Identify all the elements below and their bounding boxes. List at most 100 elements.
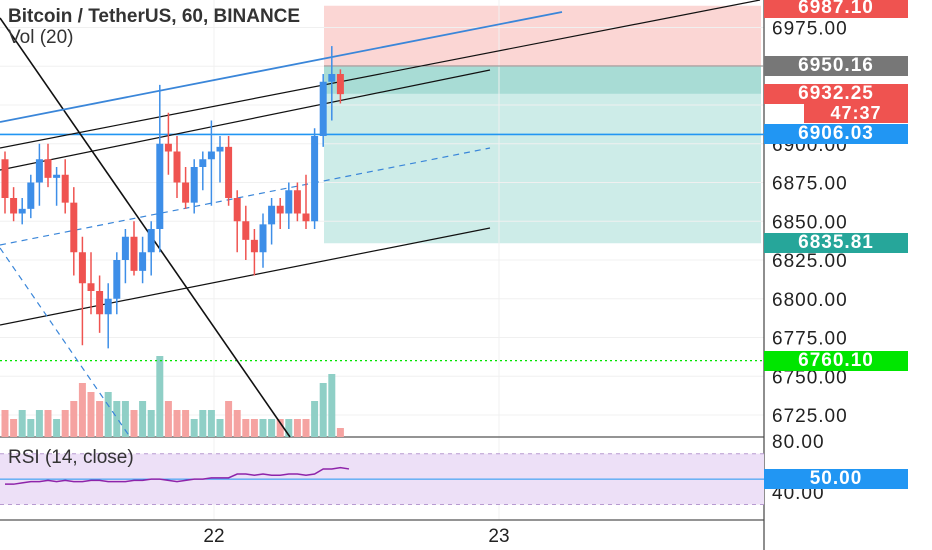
volume-bar (121, 401, 129, 437)
candle-body (328, 74, 336, 82)
candle-body (70, 202, 78, 253)
blue-dashed-diagonal (0, 247, 131, 438)
volume-bars (1, 356, 344, 437)
candle-body (113, 260, 121, 299)
candle-body (285, 190, 293, 214)
volume-bar (199, 410, 207, 437)
candle-body (156, 143, 164, 229)
candle-body (268, 205, 276, 225)
candle-body (233, 198, 241, 222)
candle-body (130, 236, 138, 271)
support-level-tag: 6760.10 (764, 350, 908, 371)
position-zones (324, 5, 761, 244)
volume-bar (78, 383, 86, 437)
time-tick-label: 22 (203, 526, 224, 547)
volume-bar (250, 419, 258, 437)
rsi-midline-tag: 50.00 (764, 469, 908, 490)
volume-bar (190, 419, 198, 437)
volume-bar (276, 419, 284, 437)
volume-bar (70, 401, 78, 437)
target-price-tag: 6835.81 (764, 233, 908, 254)
candle-body (53, 174, 61, 178)
candle-body (61, 174, 69, 203)
candle-body (139, 252, 147, 271)
price-tick-label: 6800.00 (772, 290, 848, 311)
volume-bar (173, 410, 181, 437)
volume-bar (319, 383, 327, 437)
volume-bar (139, 401, 147, 437)
candle-body (96, 291, 104, 315)
candle-body (336, 74, 344, 95)
volume-bar (10, 419, 18, 437)
volume-bar (268, 419, 276, 437)
volume-legend: Vol (20) (8, 27, 74, 48)
volume-bar (164, 401, 172, 437)
volume-bar (207, 410, 215, 437)
volume-bar (182, 410, 190, 437)
price-tick-label: 6825.00 (772, 251, 848, 272)
volume-bar (87, 392, 95, 437)
candle-body (78, 252, 86, 284)
candle-body (302, 213, 310, 222)
candle-body (199, 159, 207, 167)
time-tick-label: 23 (488, 526, 509, 547)
volume-bar (156, 356, 164, 437)
candle-body (35, 159, 43, 183)
price-tick-label: 6725.00 (772, 406, 848, 427)
candle-body (182, 182, 190, 203)
descending-trendline (0, 17, 291, 438)
volume-bar (113, 401, 121, 437)
trend-channel-middle (0, 69, 491, 171)
entry-price-tag: 6950.16 (764, 56, 908, 76)
trend-channel-upper (0, 0, 761, 149)
volume-bar (302, 419, 310, 437)
price-tick-label: 6850.00 (772, 212, 848, 233)
candle-body (311, 136, 319, 222)
volume-bar (225, 401, 233, 437)
candle-body (121, 236, 129, 260)
symbol-title: Bitcoin / TetherUS, 60, BINANCE (8, 6, 301, 27)
candles (1, 46, 344, 349)
candle-body (207, 151, 215, 160)
volume-bar (293, 419, 301, 437)
volume-bar (147, 410, 155, 437)
volume-bar (285, 419, 293, 437)
volume-bar (61, 410, 69, 437)
volume-bar (242, 419, 250, 437)
candle-body (173, 151, 181, 183)
volume-bar (96, 401, 104, 437)
candle-body (10, 198, 18, 214)
stop-price-tag: 6987.10 (764, 0, 908, 18)
volume-bar (35, 410, 43, 437)
candle-body (44, 159, 52, 178)
volume-bar (27, 419, 35, 437)
volume-bar (328, 374, 336, 437)
candle-body (216, 146, 224, 152)
price-tick-label: 6775.00 (772, 329, 848, 350)
volume-bar (216, 419, 224, 437)
entry-fill-zone (324, 66, 761, 94)
candle-body (27, 182, 35, 209)
volume-bar (44, 410, 52, 437)
volume-bar (311, 401, 319, 437)
volume-bar (1, 410, 9, 437)
candle-body (319, 81, 327, 136)
horizontal-level-tag: 6906.03 (764, 124, 908, 145)
blue-upper-trendline (0, 11, 563, 123)
volume-bar (336, 428, 344, 437)
candle-body (104, 298, 112, 315)
volume-bar (104, 392, 112, 437)
candle-body (1, 159, 9, 198)
rsi-pane (0, 453, 764, 505)
last-price-tag: 6932.25 (764, 83, 908, 104)
candle-body (225, 146, 233, 198)
candle-body (259, 224, 267, 253)
volume-bar (259, 419, 267, 437)
price-tick-label: 6875.00 (772, 174, 848, 195)
candle-body (147, 229, 155, 253)
volume-bar (53, 419, 61, 437)
candle-body (242, 221, 250, 240)
volume-bar (18, 410, 26, 437)
rsi-tick-label: 80.00 (772, 432, 825, 453)
